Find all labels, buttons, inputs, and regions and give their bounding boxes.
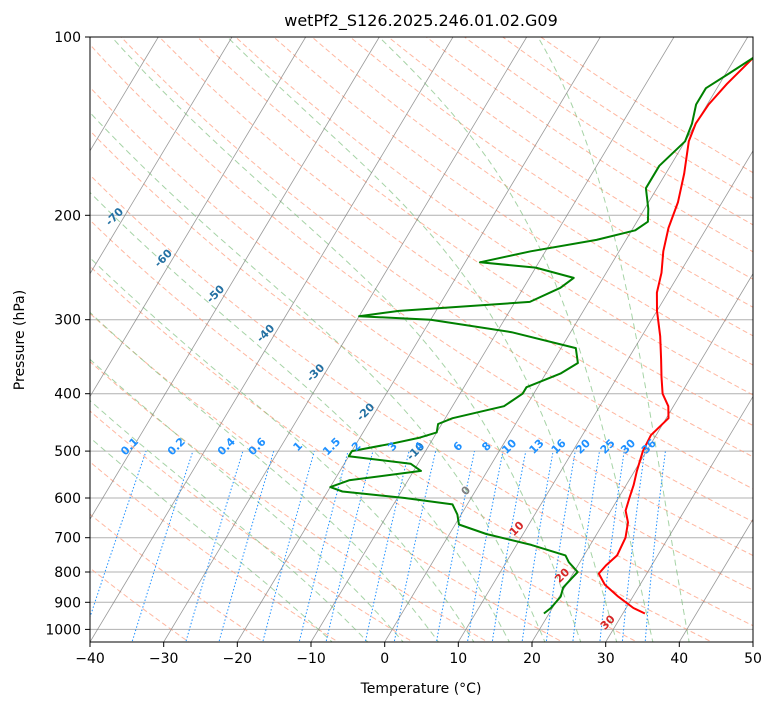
moist-adiabat-line — [378, 37, 654, 642]
mixing-ratio-line — [521, 451, 554, 642]
isotherm-line — [531, 272, 753, 642]
x-tick-label: −10 — [296, 651, 326, 667]
isotherm-line — [310, 37, 675, 642]
y-tick-label: 800 — [54, 565, 81, 581]
x-tick-label: 20 — [523, 651, 541, 667]
dry-adiabat-line — [90, 174, 753, 627]
y-tick-label: 900 — [54, 595, 81, 611]
dewpoint-profile-line — [329, 56, 753, 615]
moist-adiabat-line — [90, 399, 369, 642]
dry-adiabat-line — [90, 513, 265, 642]
dry-adiabat-line — [120, 37, 753, 490]
moist-adiabat-line — [537, 37, 690, 642]
isotherm-line — [90, 37, 159, 152]
chart-title: wetPf2_S126.2025.246.01.02.G09 — [284, 11, 558, 31]
dry-adiabat-line — [349, 37, 753, 308]
dry-adiabat-line — [90, 219, 713, 642]
dry-adiabat-line — [90, 86, 753, 557]
axis-ticks: −40 −30 −20 −10 0 10 20 30 40 50 100 200 300 400 500 60… — [45, 30, 762, 667]
dry-adiabat-line — [387, 37, 753, 280]
isotherm-line — [605, 395, 753, 642]
mixing-ratio-line — [466, 450, 504, 642]
x-tick-label: 40 — [670, 651, 688, 667]
moist-adiabat-line — [90, 358, 404, 642]
isotherm-line — [90, 37, 454, 642]
dry-adiabat-line — [90, 265, 639, 642]
y-tick-label: 400 — [54, 387, 81, 403]
y-tick-label: 1000 — [45, 622, 81, 638]
isotherm-line — [163, 37, 528, 642]
mixing-ratio-line — [185, 450, 244, 642]
y-tick-label: 100 — [54, 30, 81, 46]
dry-adiabat-line — [90, 130, 753, 591]
x-tick-label: −40 — [75, 651, 105, 667]
mixing-ratio-line — [325, 450, 374, 642]
temperature-profile-line — [597, 56, 753, 615]
mixing-ratio-line — [393, 450, 437, 642]
sounding-profiles — [329, 56, 753, 615]
x-tick-label: −30 — [149, 651, 179, 667]
moist-adiabat-line — [90, 311, 440, 642]
x-tick-label: −20 — [223, 651, 253, 667]
x-tick-label: 50 — [744, 651, 762, 667]
y-tick-label: 300 — [54, 313, 81, 329]
moist-adiabat-line — [90, 191, 510, 642]
moist-adiabat-line — [90, 436, 333, 642]
isotherm-line — [90, 37, 380, 520]
plot-area: -100-90-80-70-60-50-40-30-20-10010203040… — [90, 37, 753, 642]
x-tick-label: 30 — [597, 651, 615, 667]
y-tick-label: 700 — [54, 531, 81, 547]
y-tick-label: 200 — [54, 208, 81, 224]
x-axis-label: Temperature (°C) — [360, 681, 482, 697]
moist-adiabat-line — [111, 37, 582, 642]
isotherm-line — [236, 37, 601, 642]
mixing-ratio-line — [364, 450, 410, 642]
x-tick-label: 0 — [380, 651, 389, 667]
dry-adiabat-line — [158, 37, 753, 458]
y-tick-label: 500 — [54, 444, 81, 460]
mixing-ratio-lines — [90, 450, 666, 642]
y-axis-label: Pressure (hPa) — [12, 290, 28, 390]
moist-adiabat-line — [226, 37, 618, 642]
mixing-ratio-line — [572, 451, 600, 642]
dry-adiabat-line — [90, 360, 489, 642]
mixing-ratio-line — [298, 450, 349, 642]
mixing-ratio-line — [131, 450, 194, 642]
moist-adiabat-line — [90, 111, 546, 642]
mixing-ratio-line — [545, 451, 576, 642]
mixing-ratio-line — [218, 450, 275, 642]
plot-frame — [89, 36, 754, 643]
dry-adiabat-line — [90, 567, 190, 642]
mixing-ratio-line — [491, 451, 527, 642]
y-tick-label: 600 — [54, 491, 81, 507]
dry-adiabats — [90, 37, 753, 642]
isotherm-line — [678, 518, 753, 642]
mixing-ratio-line — [262, 450, 315, 642]
x-tick-label: 10 — [449, 651, 467, 667]
isotherm-line — [90, 37, 233, 275]
isotherm-line — [90, 37, 307, 398]
dry-adiabat-line — [196, 37, 753, 427]
